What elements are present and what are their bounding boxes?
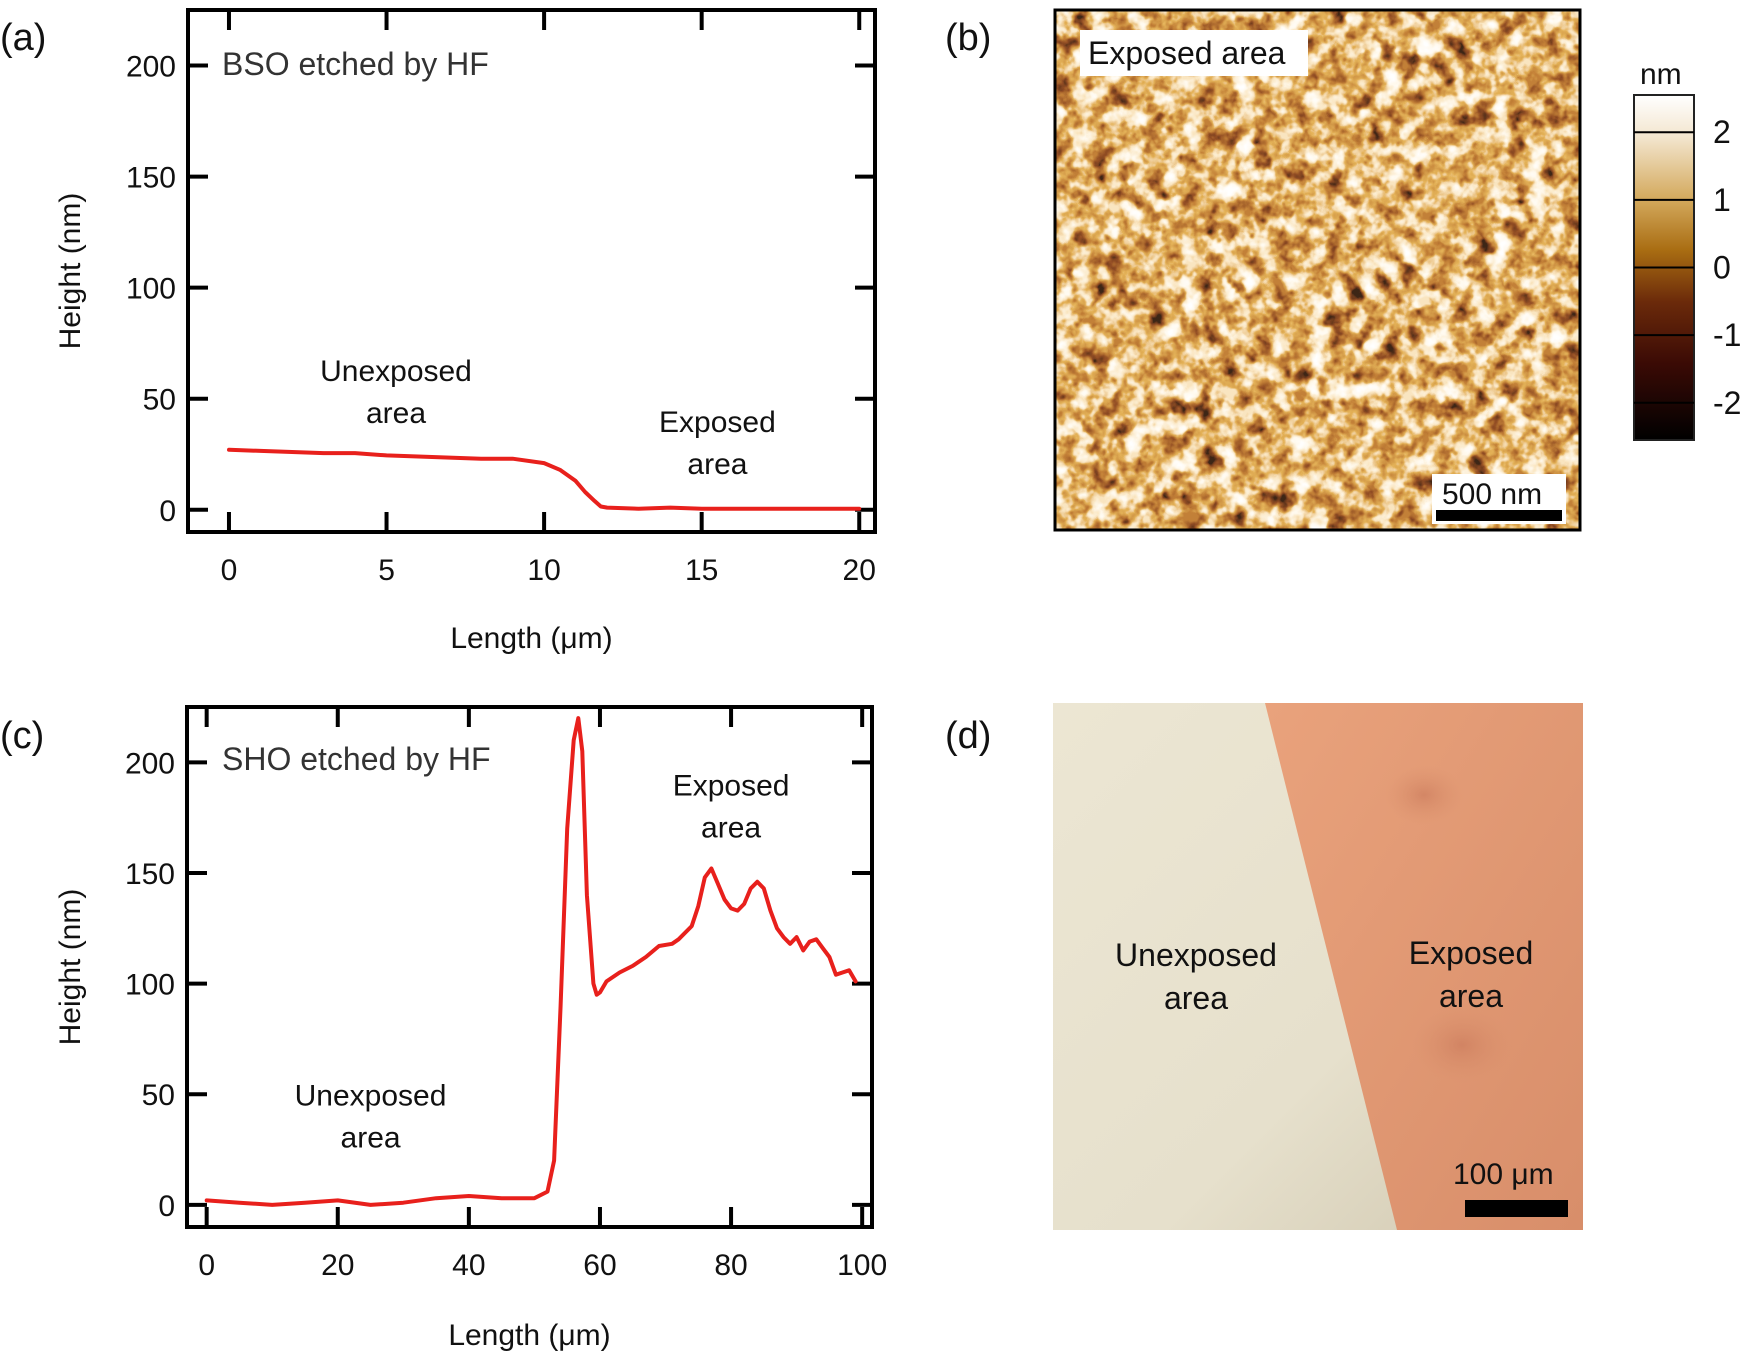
series-line (204, 716, 858, 1207)
y-tick-label: 150 (125, 858, 175, 891)
panel-letter-d: (d) (945, 715, 991, 757)
optical-unexposed-label-line2: area (1164, 980, 1228, 1016)
x-tick-label: 20 (843, 554, 876, 587)
x-tick-label: 0 (221, 554, 238, 587)
optical-exposed-region (1265, 703, 1583, 1230)
afm-image-texture (1055, 10, 1580, 530)
afm-label-box (1080, 30, 1308, 76)
afm-scalebar (1436, 510, 1562, 521)
optical-scalebar (1465, 1200, 1568, 1217)
afm-scalebar-label: 500 nm (1442, 478, 1542, 511)
x-tick-label: 15 (685, 554, 718, 587)
x-tick-label: 60 (583, 1249, 616, 1282)
plot-frame (185, 705, 874, 1229)
optical-scalebar-label: 100 μm (1453, 1158, 1554, 1191)
y-axis-title: Height (nm) (54, 889, 87, 1046)
optical-exposed-label-line2: area (1439, 978, 1503, 1014)
x-tick-label: 5 (378, 554, 395, 587)
x-axis-title: Length (μm) (450, 622, 612, 655)
x-tick-label: 100 (837, 1249, 887, 1282)
y-axis-title: Height (nm) (54, 193, 87, 350)
x-tick-label: 80 (714, 1249, 747, 1282)
colorbar-tick-label: 1 (1713, 182, 1731, 218)
y-tick-label: 150 (126, 162, 176, 195)
colorbar-tick-label: 0 (1713, 250, 1731, 286)
plot-annotation: Unexposed (320, 355, 472, 388)
optical-exposed-label-line1: Exposed (1409, 935, 1534, 971)
plot-annotation: Unexposed (295, 1079, 447, 1112)
afm-image-frame (1053, 8, 1582, 532)
optical-image-panel: Unexposed area Exposed area 100 μm (1053, 703, 1583, 1230)
colorbar-tick-label: -2 (1713, 385, 1741, 421)
panel-letter-a: (a) (0, 17, 46, 59)
plot-annotation: Exposed (673, 770, 790, 803)
colorbar: nm 2 1 0 -1 -2 (1633, 58, 1741, 441)
y-tick-label: 0 (158, 1190, 175, 1223)
optical-spot (1384, 765, 1464, 825)
panel-letter-c: (c) (0, 715, 44, 757)
colorbar-tick-label: -1 (1713, 317, 1741, 353)
colorbar-title: nm (1640, 58, 1682, 91)
panel-letter-b: (b) (945, 17, 991, 59)
x-tick-label: 40 (452, 1249, 485, 1282)
y-tick-label: 0 (159, 495, 176, 528)
plot-inset-title: SHO etched by HF (222, 741, 491, 777)
plot-inset-title: BSO etched by HF (222, 46, 489, 82)
plot-annotation: area (366, 397, 426, 430)
colorbar-ticks: 2 1 0 -1 -2 (1634, 114, 1741, 421)
x-axis-title: Length (μm) (448, 1319, 610, 1352)
plot-annotation: area (701, 812, 761, 845)
y-tick-label: 100 (125, 969, 175, 1002)
x-tick-label: 20 (321, 1249, 354, 1282)
chart-c: 0 20 40 60 80 100 0 50 100 150 200 SHO etched by HF… (54, 705, 887, 1352)
y-tick-label: 50 (143, 384, 176, 417)
y-tick-label: 100 (126, 273, 176, 306)
optical-spot (1412, 1007, 1512, 1083)
plot-annotation: Exposed (659, 406, 776, 439)
optical-unexposed-label-line1: Unexposed (1115, 937, 1277, 973)
series-line (227, 447, 862, 511)
colorbar-tick-label: 2 (1713, 114, 1731, 150)
plot-annotation: area (687, 448, 747, 481)
x-tick-label: 0 (198, 1249, 215, 1282)
x-tick-label: 10 (527, 554, 560, 587)
plot-annotation: area (341, 1121, 401, 1154)
afm-image-panel: Exposed area 500 nm (1053, 8, 1582, 532)
afm-label: Exposed area (1088, 35, 1286, 71)
y-tick-label: 200 (126, 51, 176, 84)
y-tick-label: 50 (142, 1079, 175, 1112)
y-tick-label: 200 (125, 747, 175, 780)
plot-frame (186, 8, 877, 534)
